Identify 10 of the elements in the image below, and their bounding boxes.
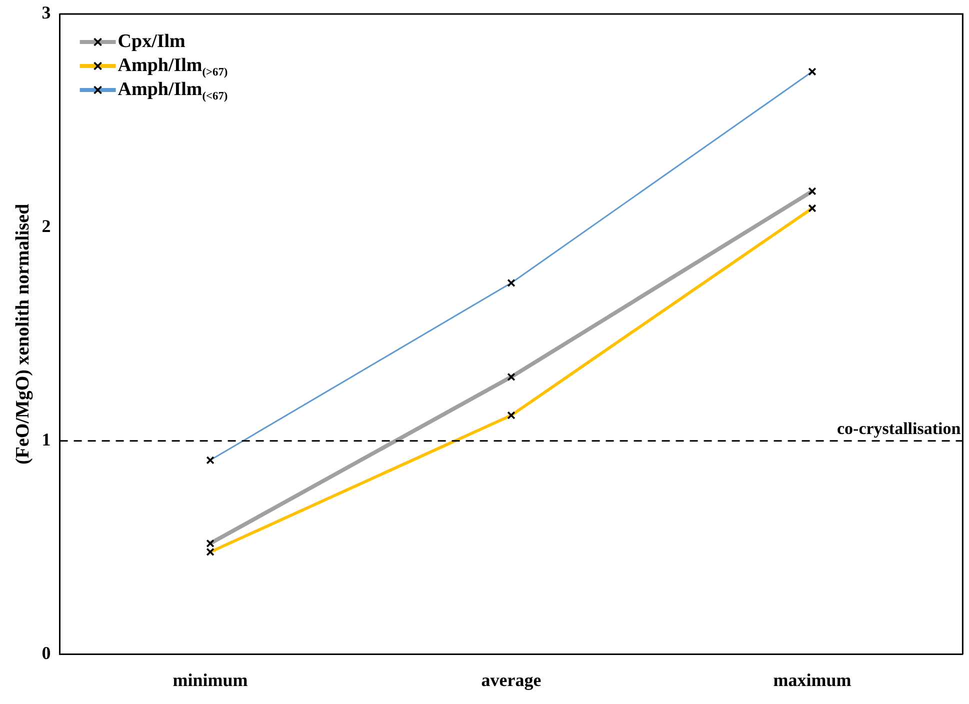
ref-line-label: co-crystallisation <box>836 418 962 438</box>
y-tick-label: 0 <box>42 643 51 664</box>
x-tick-label: average <box>481 670 542 690</box>
y-tick-label: 3 <box>42 2 51 23</box>
x-tick-label: maximum <box>773 670 852 690</box>
y-axis-title: (FeO/MgO) xenolith normalised <box>12 203 34 465</box>
y-tick-label: 2 <box>42 216 51 236</box>
legend-label: Cpx/Ilm <box>118 30 186 52</box>
x-tick-label: minimum <box>172 670 248 690</box>
y-tick-label: 1 <box>42 430 51 450</box>
